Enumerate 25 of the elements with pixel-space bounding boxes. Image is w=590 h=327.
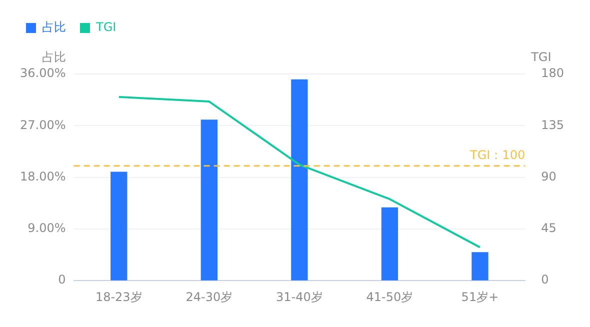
y2-tick-label: 180 [541,66,564,80]
ref-line-label: TGI：100 [469,148,526,162]
bar [381,207,398,280]
y2-tick-label: 0 [541,272,549,287]
y-axis-title: 占比 [42,50,66,64]
x-tick-label: 18-23岁 [95,290,142,304]
bar [110,172,128,280]
x-tick-label: 41-50岁 [366,290,414,304]
y-tick-label: 0 [58,272,66,287]
y2-tick-label: 45 [541,221,556,236]
legend-label: TGI [95,20,116,34]
y-tick-label: 36.00% [20,66,66,80]
bar [291,79,308,280]
y2-tick-label: 135 [541,118,564,132]
x-tick-label: 24-30岁 [186,290,233,304]
x-tick-label: 31-40岁 [276,290,323,304]
y-tick-label: 27.00% [20,118,66,132]
y2-tick-label: 90 [541,169,556,184]
legend-label: 占比 [42,20,66,34]
y2-axis-title: TGI [530,50,552,64]
bar [472,252,488,280]
y-tick-label: 9.00% [28,221,66,236]
x-tick-label: 51岁+ [461,290,499,304]
y-tick-label: 18.00% [20,169,66,184]
bar [200,120,218,280]
